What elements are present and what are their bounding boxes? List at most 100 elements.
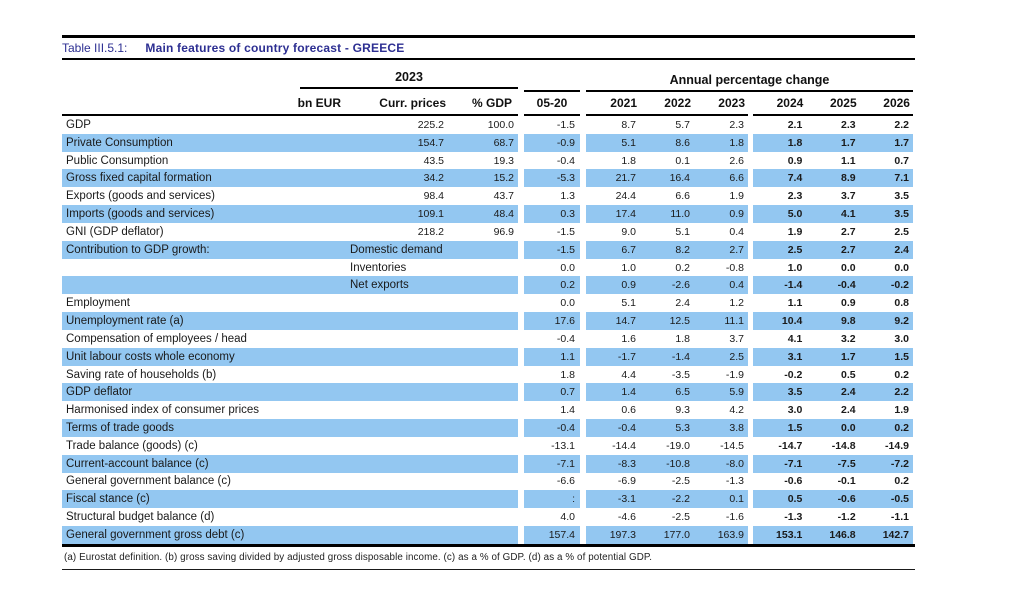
- value-cell-2023: 0.1: [729, 493, 744, 506]
- row-left-block: Public Consumption 43.5 19.3: [62, 152, 518, 170]
- table-bottom-rule: [62, 543, 915, 547]
- table-row: Compensation of employees / head -0.4 1.6 1…: [62, 330, 915, 348]
- group-header-2023: 2023: [300, 70, 518, 89]
- cell-curr-prices: 225.2: [417, 118, 444, 131]
- value-cell-2024: 3.0: [787, 404, 803, 417]
- value-cell-2023: 2.5: [729, 350, 744, 363]
- value-cell-05-20: -1.5: [556, 243, 575, 256]
- row-years-block: 197.3 177.0 163.9: [586, 526, 748, 544]
- row-label: Imports (goods and services): [66, 208, 215, 221]
- value-cell-2024: 1.9: [787, 225, 803, 238]
- value-cell-2023: 1.9: [729, 190, 744, 203]
- value-cell-2022: -3.5: [671, 368, 690, 381]
- row-0520-block: -6.6: [524, 473, 580, 491]
- value-cell-2023: 0.9: [729, 208, 744, 221]
- row-forecast-block: 1.0 0.0 0.0: [753, 259, 913, 277]
- top-rule: [62, 35, 915, 38]
- table-row: Employment 0.0 5.1 2.4 1.2 1.1 0.9 0.8: [62, 294, 915, 312]
- value-cell-2021: -4.6: [617, 511, 636, 524]
- value-cell-2024: -1.3: [784, 511, 803, 524]
- value-cell-2024: 7.4: [787, 172, 803, 185]
- value-cell-2023: -0.8: [725, 261, 744, 274]
- value-cell-05-20: -0.4: [556, 421, 575, 434]
- value-cell-2025: -0.6: [837, 493, 856, 506]
- table-row: GNI (GDP deflator) 218.2 96.9 -1.5 9.0 5.1 0.4…: [62, 223, 915, 241]
- value-cell-05-20: 17.6: [554, 315, 575, 328]
- value-cell-2025: 2.7: [841, 225, 856, 238]
- cell-pct-gdp: 48.4: [493, 208, 514, 221]
- value-cell-2022: 2.4: [675, 297, 690, 310]
- table-number: Table III.5.1:: [62, 41, 128, 55]
- cell-curr-prices: 218.2: [417, 225, 444, 238]
- value-cell-2025: 2.4: [841, 386, 856, 399]
- row-years-block: 9.0 5.1 0.4: [586, 223, 748, 241]
- row-forecast-block: 1.8 1.7 1.7: [753, 133, 913, 152]
- value-cell-2023: 4.2: [729, 404, 744, 417]
- header-left-block: bn EUR Curr. prices % GDP: [62, 92, 518, 116]
- row-left-block: Exports (goods and services) 98.4 43.7: [62, 187, 518, 205]
- value-cell-2021: 4.4: [621, 368, 636, 381]
- row-forecast-block: 5.0 4.1 3.5: [753, 205, 913, 223]
- value-cell-2022: -10.8: [666, 457, 690, 470]
- value-cell-2021: 0.6: [621, 404, 636, 417]
- value-cell-05-20: 4.0: [560, 511, 575, 524]
- row-0520-block: 0.7: [524, 383, 580, 402]
- value-cell-2026: 1.7: [894, 136, 909, 149]
- row-label: Compensation of employees / head: [66, 332, 247, 345]
- value-cell-2025: 0.0: [841, 421, 856, 434]
- cell-curr-prices: 98.4: [423, 190, 444, 203]
- table-row: Trade balance (goods) (c) -13.1 -14.4 -19.0…: [62, 437, 915, 455]
- value-cell-2026: -0.2: [890, 279, 909, 292]
- value-cell-2022: 177.0: [663, 528, 690, 541]
- value-cell-2025: 3.2: [841, 332, 856, 345]
- table-row: Contribution to GDP growth: Domestic dema…: [62, 240, 915, 259]
- table-row: Terms of trade goods -0.4 -0.4 5.3 3.8 1.5 0.0…: [62, 419, 915, 437]
- row-sublabel: Inventories: [350, 261, 407, 274]
- row-years-block: -1.7 -1.4 2.5: [586, 347, 748, 366]
- row-label: Public Consumption: [66, 154, 169, 167]
- col-header-2025: 2025: [829, 96, 857, 110]
- value-cell-2026: 142.7: [882, 528, 909, 541]
- cell-pct-gdp: 43.7: [493, 190, 514, 203]
- cell-curr-prices: 154.7: [417, 136, 444, 149]
- row-left-block: General government balance (c): [62, 473, 518, 491]
- value-cell-2022: 8.6: [675, 136, 690, 149]
- row-0520-block: -1.5: [524, 116, 580, 134]
- value-cell-2022: -1.4: [671, 350, 690, 363]
- row-left-block: Unit labour costs whole economy: [62, 347, 518, 366]
- col-header-bn-eur: bn EUR: [297, 96, 341, 110]
- value-cell-2026: 0.2: [894, 368, 909, 381]
- cell-pct-gdp: 100.0: [487, 118, 514, 131]
- row-label: Gross fixed capital formation: [66, 172, 212, 185]
- value-cell-2024: -0.2: [784, 368, 803, 381]
- value-cell-2025: -0.4: [837, 279, 856, 292]
- table-row: Exports (goods and services) 98.4 43.7 1.3 2…: [62, 187, 915, 205]
- header-0520-block: 05-20: [524, 92, 580, 116]
- group-header-row: 2023 Annual percentage change: [62, 66, 915, 92]
- group-left-block: 2023: [62, 66, 518, 92]
- table-row: Unit labour costs whole economy 1.1 -1.7 -1…: [62, 347, 915, 366]
- row-forecast-block: 3.0 2.4 1.9: [753, 401, 913, 419]
- table-row: Current-account balance (c) -7.1 -8.3 -10.8…: [62, 454, 915, 473]
- value-cell-2026: 0.2: [894, 475, 909, 488]
- value-cell-2025: 9.8: [841, 315, 856, 328]
- row-forecast-block: 4.1 3.2 3.0: [753, 330, 913, 348]
- value-cell-05-20: :: [572, 493, 575, 506]
- row-left-block: GDP deflator: [62, 383, 518, 402]
- value-cell-2021: 9.0: [621, 225, 636, 238]
- cell-curr-prices: 43.5: [423, 154, 444, 167]
- row-label: Trade balance (goods) (c): [66, 439, 198, 452]
- table-row: Gross fixed capital formation 34.2 15.2 -5.…: [62, 169, 915, 188]
- cell-curr-prices: 109.1: [417, 208, 444, 221]
- value-cell-2026: 7.1: [894, 172, 909, 185]
- value-cell-2022: 5.1: [675, 225, 690, 238]
- value-cell-05-20: 1.1: [560, 350, 575, 363]
- value-cell-05-20: -7.1: [556, 457, 575, 470]
- value-cell-2022: 9.3: [675, 404, 690, 417]
- row-0520-block: :: [524, 490, 580, 509]
- row-forecast-block: 2.1 2.3 2.2: [753, 116, 913, 134]
- col-header-05-20: 05-20: [536, 96, 568, 110]
- value-cell-2021: 5.1: [621, 297, 636, 310]
- value-cell-2023: -1.9: [725, 368, 744, 381]
- value-cell-2021: 6.7: [621, 243, 636, 256]
